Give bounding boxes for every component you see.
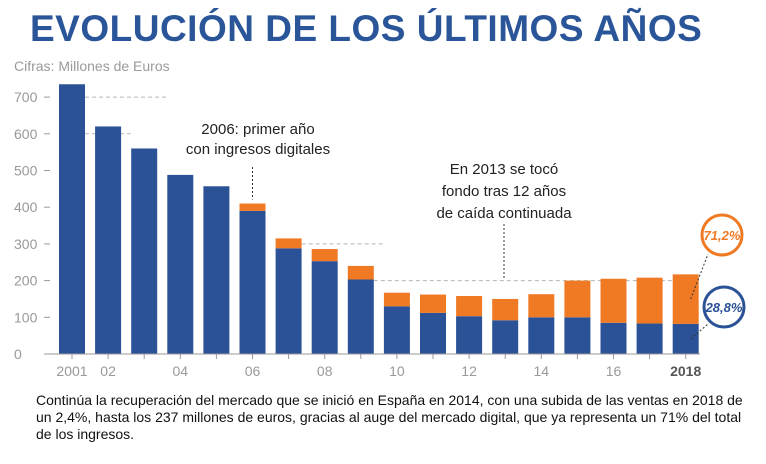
bar-traditional-2010: [383, 306, 410, 354]
x-tick-label: 12: [461, 363, 477, 379]
annotation-text: 2006: primer año: [201, 121, 314, 138]
y-tick-label: 700: [14, 89, 38, 105]
y-axis: 0 100 200 300 400 500 600 700: [14, 89, 50, 362]
annotations: 2006: primer año con ingresos digitales En…: [186, 121, 746, 340]
bars: [59, 84, 699, 355]
x-tick-label: 10: [389, 363, 405, 379]
x-tick-label: 2001: [56, 363, 87, 379]
x-tick-label: 2018: [670, 363, 701, 379]
badge-traditional-circle: [702, 285, 746, 329]
x-tick-label: 04: [173, 363, 189, 379]
bar-traditional-2004: [167, 174, 194, 354]
bar-traditional-2006: [239, 210, 266, 354]
x-tick-label: 06: [245, 363, 261, 379]
bar-traditional-2002: [95, 126, 122, 355]
y-tick-label: 100: [14, 309, 38, 325]
badge-traditional: 28,8%: [705, 300, 743, 315]
annotation-text: fondo tras 12 años: [442, 183, 566, 200]
bar-traditional-2014: [528, 317, 555, 354]
bar-digital-2010: [383, 292, 410, 307]
bar-digital-2007: [275, 238, 302, 249]
y-tick-label: 400: [14, 199, 38, 215]
bar-digital-2011: [420, 294, 446, 313]
y-tick-label: 200: [14, 273, 38, 289]
bar-digital-2009: [347, 265, 374, 280]
bar-digital-2017: [636, 277, 663, 324]
bar-digital-2008: [311, 249, 338, 262]
y-tick-label: 600: [14, 126, 38, 142]
x-tick-label: 16: [606, 363, 622, 379]
annotation-text: En 2013 se tocó: [450, 161, 558, 178]
badge-leader: [690, 253, 709, 300]
y-tick-label: 300: [14, 236, 38, 252]
annotation-text: de caída continuada: [436, 205, 572, 222]
bar-digital-2015: [564, 280, 591, 318]
chart-subtitle: Cifras: Millones de Euros: [14, 58, 170, 74]
bar-traditional-2012: [456, 316, 483, 354]
bar-digital-2016: [600, 278, 627, 323]
y-tick-label: 500: [14, 163, 38, 179]
bar-traditional-2011: [420, 312, 446, 354]
bar-traditional-2007: [275, 248, 302, 354]
bar-traditional-2017: [636, 323, 663, 354]
bar-traditional-2001: [59, 84, 85, 354]
caption-text: Continúa la recuperación del mercado que…: [36, 392, 743, 442]
x-axis: 2001 02 04 06 08 10 12 14 16 2018: [50, 353, 701, 379]
bar-traditional-2015: [564, 317, 591, 354]
bar-digital-2006: [239, 203, 266, 211]
bar-traditional-2005: [203, 186, 230, 354]
badge-digital: 71,2%: [704, 228, 741, 243]
x-tick-label: 14: [534, 363, 550, 379]
chart-title: EVOLUCIÓN DE LOS ÚLTIMOS AÑOS: [30, 8, 703, 49]
bar-digital-2012: [456, 296, 483, 317]
bar-traditional-2003: [131, 148, 158, 354]
x-tick-label: 02: [100, 363, 116, 379]
bar-digital-2014: [528, 294, 555, 318]
bar-chart: 0 100 200 300 400 500 600 700 2001 02 04 06 08 10 12 1…: [14, 84, 746, 379]
bar-traditional-2008: [311, 261, 338, 354]
bar-traditional-2013: [492, 320, 519, 354]
bar-digital-2018: [672, 274, 699, 324]
bar-digital-2013: [492, 298, 519, 321]
y-tick-label: 0: [14, 346, 22, 362]
badge-digital-circle: [700, 213, 744, 257]
bar-traditional-2009: [347, 279, 374, 354]
x-tick-label: 08: [317, 363, 333, 379]
bar-traditional-2018: [672, 323, 699, 354]
annotation-text: con ingresos digitales: [186, 141, 330, 158]
bar-traditional-2016: [600, 322, 627, 354]
